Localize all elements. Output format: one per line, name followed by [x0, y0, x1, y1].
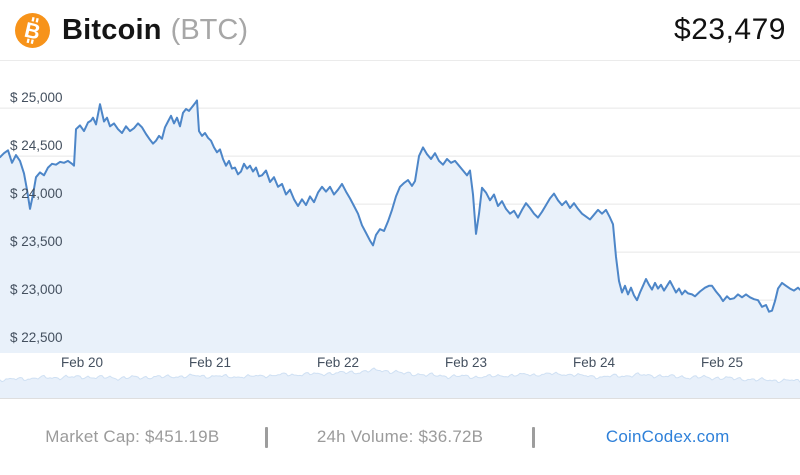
price-chart-svg: $ 25,000 $ 24,500 $ 24,000 $ 23,500 $ 23,000… — [0, 90, 800, 399]
bitcoin-icon: B — [15, 12, 50, 48]
footer-divider — [264, 426, 268, 448]
footer: Market Cap: $451.19B 24h Volume: $36.72B… — [0, 399, 800, 475]
price-chart: $ 25,000 $ 24,500 $ 24,000 $ 23,500 $ 23,000… — [0, 61, 800, 399]
current-price: $23,479 — [674, 13, 786, 46]
volume-stat: 24h Volume: $36.72B — [316, 427, 484, 446]
navigator-area — [0, 368, 800, 399]
header: B Bitcoin (BTC) $23,479 — [0, 0, 800, 61]
y-axis-label: $ 23,000 — [10, 282, 63, 297]
coin-name: Bitcoin — [62, 13, 162, 46]
x-axis-label: Feb 22 — [317, 355, 359, 370]
y-axis-label: $ 24,000 — [10, 186, 63, 201]
x-axis-label: Feb 24 — [573, 355, 616, 370]
navigator-edge — [0, 367, 800, 384]
y-axis-label: $ 25,000 — [10, 90, 63, 105]
x-axis-label: Feb 23 — [445, 355, 487, 370]
y-axis-label: $ 23,500 — [10, 234, 63, 249]
x-axis-label: Feb 25 — [701, 355, 743, 370]
coin-symbol: (BTC) — [170, 13, 248, 46]
price-line — [0, 99, 800, 313]
x-axis-label: Feb 21 — [189, 355, 231, 370]
market-cap-stat: Market Cap: $451.19B — [45, 427, 220, 446]
svg-text:B: B — [22, 17, 43, 44]
y-axis-label: $ 22,500 — [10, 330, 63, 345]
y-axis-label: $ 24,500 — [10, 138, 63, 153]
page-title: Bitcoin (BTC) — [62, 14, 248, 47]
footer-divider — [532, 426, 536, 448]
coincodex-link[interactable]: CoinCodex.com — [605, 427, 730, 446]
price-area — [0, 100, 800, 354]
x-axis-label: Feb 20 — [61, 355, 103, 370]
